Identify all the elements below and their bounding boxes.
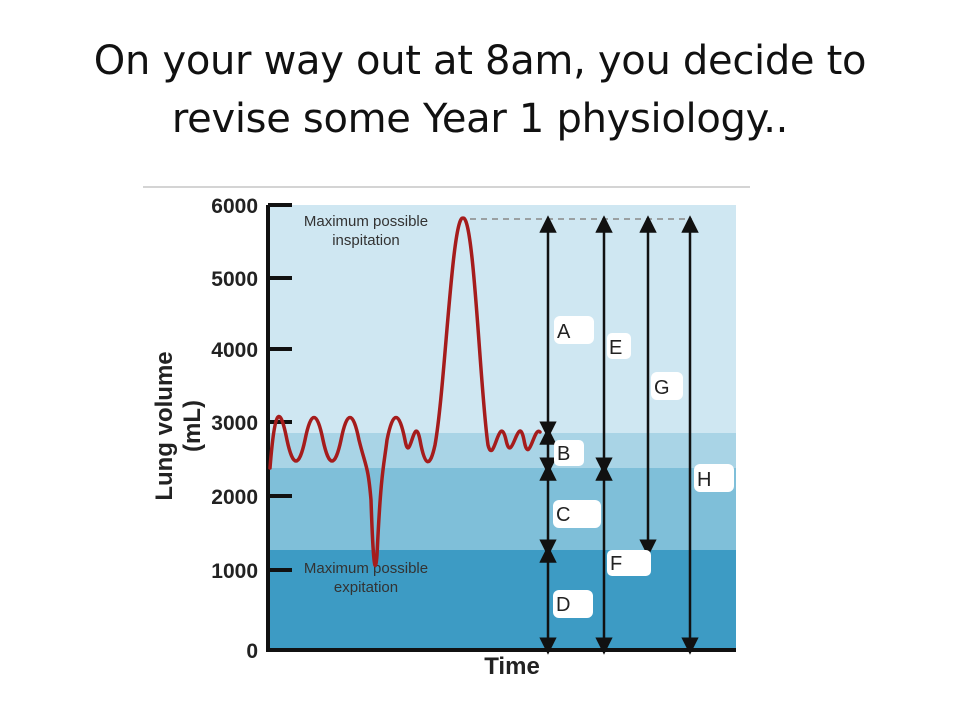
- label-d: D: [553, 590, 593, 618]
- svg-text:B: B: [557, 443, 570, 465]
- svg-text:E: E: [609, 337, 622, 359]
- label-b: B: [554, 440, 584, 466]
- y-axis-label-line-2: (mL): [179, 400, 206, 452]
- band-tidal: [268, 433, 736, 468]
- slide-title-line-1: On your way out at 8am, you decide to: [93, 38, 867, 84]
- y-axis-label-line-1: Lung volume: [151, 351, 178, 500]
- svg-text:H: H: [697, 469, 711, 491]
- volume-letter-labels: A B C D E F G H: [553, 316, 734, 618]
- y-tick-label-4000: 4000: [211, 339, 258, 362]
- label-f: F: [607, 550, 651, 576]
- label-h: H: [694, 464, 734, 492]
- svg-text:G: G: [654, 377, 670, 399]
- slide-title: On your way out at 8am, you decide to re…: [20, 32, 940, 148]
- x-axis: Time: [266, 648, 736, 680]
- x-axis-label: Time: [484, 653, 540, 680]
- label-e: E: [607, 333, 631, 359]
- max-expiration-annotation: Maximum possible expitation: [304, 560, 428, 596]
- max-expiration-text-line-2: expitation: [334, 579, 398, 596]
- svg-text:F: F: [610, 553, 622, 575]
- label-a: A: [554, 316, 594, 344]
- volume-arrows: [539, 215, 699, 655]
- band-residual: [268, 550, 736, 650]
- spirometer-trace: [268, 216, 542, 568]
- label-g: G: [651, 372, 683, 400]
- y-tick-label-2000: 2000: [211, 486, 258, 509]
- max-expiration-text-line-1: Maximum possible: [304, 560, 428, 577]
- label-c: C: [553, 500, 601, 528]
- band-expiratory-reserve: [268, 468, 736, 550]
- y-tick-label-5000: 5000: [211, 268, 258, 291]
- max-inspiration-text-line-1: Maximum possible: [304, 213, 428, 230]
- y-tick-label-1000: 1000: [211, 560, 258, 583]
- y-tick-label-0: 0: [246, 640, 258, 663]
- y-tick-label-3000: 3000: [211, 412, 258, 435]
- y-tick-label-6000: 6000: [211, 195, 258, 218]
- max-inspiration-text-line-2: inspitation: [332, 232, 400, 249]
- svg-text:A: A: [557, 321, 571, 343]
- slide-title-line-2: revise some Year 1 physiology..: [171, 96, 789, 142]
- y-axis: 6000 5000 4000 3000 2000 1000 0 Lung vol…: [151, 195, 292, 663]
- max-inspiration-annotation: Maximum possible inspitation: [304, 213, 428, 249]
- svg-text:D: D: [556, 594, 570, 616]
- svg-text:C: C: [556, 504, 570, 526]
